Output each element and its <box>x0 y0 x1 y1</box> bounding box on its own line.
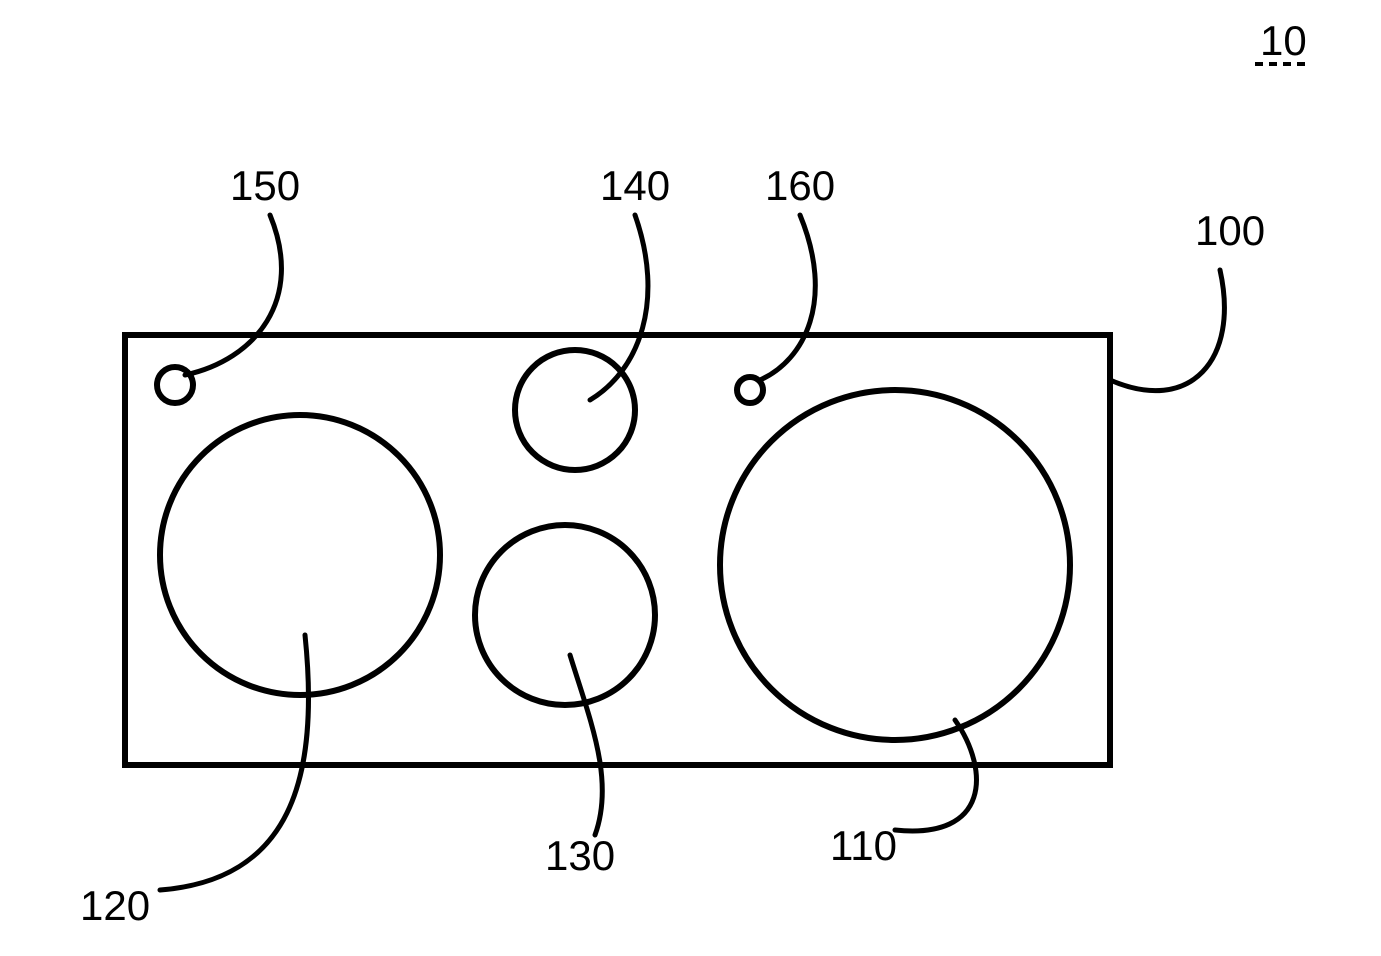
lead-130 <box>570 655 602 835</box>
lead-140 <box>590 215 648 400</box>
patent-figure: 10 100 110 120 130 140 150 160 <box>0 0 1381 956</box>
lead-160 <box>760 215 815 380</box>
label-100: 100 <box>1195 207 1265 254</box>
circle-140 <box>515 350 635 470</box>
label-160: 160 <box>765 162 835 209</box>
label-140: 140 <box>600 162 670 209</box>
housing-rect <box>125 335 1110 765</box>
circle-120 <box>160 415 440 695</box>
figure-number: 10 <box>1255 17 1310 64</box>
circle-110 <box>720 390 1070 740</box>
label-120: 120 <box>80 882 150 929</box>
label-130: 130 <box>545 832 615 879</box>
lead-100 <box>1110 270 1224 391</box>
lead-150 <box>185 215 281 375</box>
label-150: 150 <box>230 162 300 209</box>
figure-number-text: 10 <box>1260 17 1307 64</box>
label-110: 110 <box>830 822 897 869</box>
circle-130 <box>475 525 655 705</box>
